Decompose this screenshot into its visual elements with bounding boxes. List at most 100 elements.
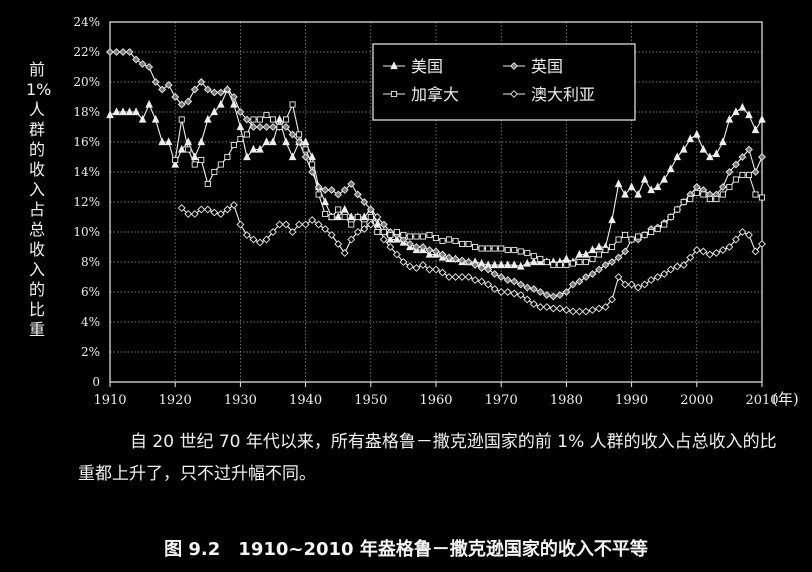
data-point — [751, 125, 760, 134]
data-point — [125, 48, 134, 56]
data-point — [498, 245, 505, 252]
data-point — [138, 114, 147, 123]
y-axis-label: 前1%人群的收入占总收入的比重 — [26, 60, 52, 339]
data-point — [314, 183, 323, 191]
data-point — [327, 231, 336, 239]
data-point — [204, 114, 212, 123]
data-point — [217, 99, 225, 108]
data-point — [568, 307, 577, 316]
data-point — [348, 221, 355, 228]
data-point — [745, 145, 753, 154]
data-point — [555, 291, 564, 299]
data-point — [315, 191, 322, 198]
data-point — [164, 137, 173, 146]
data-point — [680, 198, 687, 206]
data-point — [282, 220, 290, 229]
data-point — [582, 273, 590, 281]
data-point — [445, 253, 453, 262]
data-point — [725, 168, 734, 176]
data-point — [366, 220, 375, 229]
data-point — [465, 240, 472, 248]
data-point — [731, 160, 740, 169]
data-point — [464, 258, 473, 266]
data-point — [269, 116, 277, 123]
y-tick-label: 8% — [81, 255, 100, 269]
data-point — [178, 116, 185, 123]
data-point — [602, 246, 609, 254]
data-point — [595, 251, 603, 258]
data-point — [392, 250, 401, 259]
data-point — [151, 78, 160, 86]
data-point — [478, 245, 485, 252]
data-point — [726, 183, 733, 191]
x-tick-label: 2000 — [680, 393, 713, 408]
data-point — [426, 231, 433, 239]
legend-marker — [510, 62, 518, 70]
data-point — [327, 186, 336, 194]
data-point — [576, 258, 583, 266]
data-point — [648, 228, 655, 236]
data-point — [653, 273, 662, 281]
data-point — [106, 48, 114, 56]
data-point — [562, 254, 571, 263]
data-point — [400, 231, 407, 239]
data-point — [752, 191, 759, 198]
data-point — [347, 235, 356, 244]
data-point — [614, 253, 623, 262]
data-point — [647, 185, 655, 194]
data-point — [360, 198, 369, 206]
data-point — [459, 240, 466, 248]
data-point — [243, 152, 251, 161]
data-point — [504, 246, 511, 254]
legend-marker — [390, 90, 398, 98]
data-point — [601, 261, 610, 269]
data-point — [524, 249, 531, 257]
data-point — [432, 265, 440, 274]
data-point — [537, 255, 544, 263]
data-point — [145, 63, 154, 71]
data-point — [249, 123, 258, 131]
data-point — [242, 231, 251, 239]
data-point — [738, 153, 747, 161]
data-point — [679, 261, 688, 269]
data-point — [562, 288, 571, 296]
legend-marker — [510, 90, 518, 98]
data-point — [360, 225, 369, 233]
data-point — [275, 220, 284, 229]
data-point — [563, 261, 570, 269]
data-point — [386, 234, 395, 243]
data-point — [745, 110, 753, 119]
data-point — [725, 243, 734, 251]
data-point — [309, 161, 316, 168]
data-point — [739, 171, 746, 179]
data-point — [302, 146, 309, 153]
data-point — [191, 161, 198, 168]
data-point — [288, 152, 297, 161]
data-point — [484, 280, 493, 289]
y-tick-label: 24% — [73, 15, 100, 29]
data-point — [263, 111, 270, 119]
data-point — [386, 243, 395, 251]
data-point — [353, 190, 362, 199]
data-point — [151, 114, 160, 123]
data-point — [699, 144, 708, 153]
data-point — [347, 180, 356, 188]
data-point — [588, 245, 597, 254]
data-point — [177, 204, 186, 212]
figure-caption: 自 20 世纪 70 年代以来，所有盎格鲁－撒克逊国家的前 1% 人群的收入占总… — [78, 432, 777, 484]
data-point — [497, 288, 506, 296]
data-point — [712, 149, 721, 158]
data-point — [243, 131, 250, 138]
data-point — [516, 280, 525, 289]
data-point — [471, 261, 480, 269]
data-point — [125, 107, 134, 116]
data-point — [262, 123, 271, 131]
data-point — [654, 225, 661, 233]
data-point — [399, 258, 408, 266]
data-point — [608, 243, 616, 251]
data-point — [666, 164, 675, 173]
data-point — [666, 265, 675, 274]
data-point — [628, 236, 635, 243]
data-point — [216, 88, 225, 97]
y-tick-label: 6% — [81, 285, 100, 299]
